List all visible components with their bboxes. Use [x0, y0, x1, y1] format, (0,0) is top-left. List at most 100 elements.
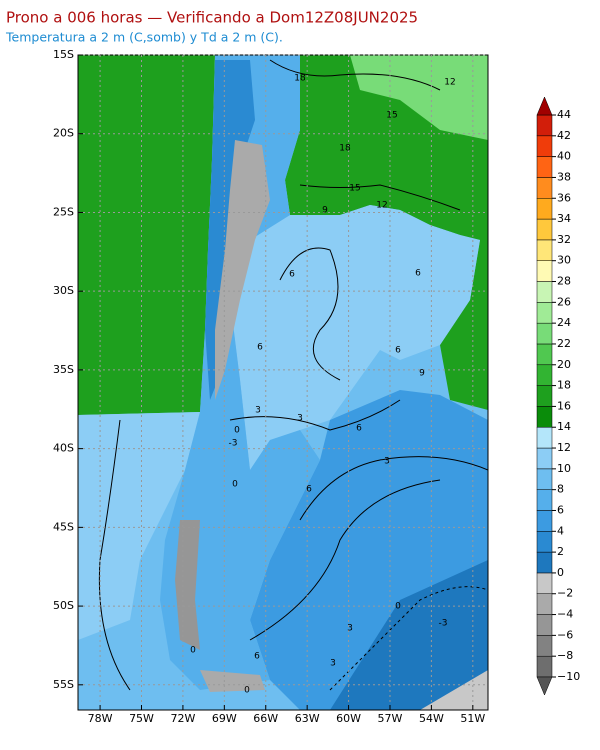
contour-label: 6 — [254, 652, 260, 662]
contour-label: 3 — [297, 414, 303, 424]
colorbar-label: 6 — [557, 503, 564, 516]
colorbar-swatch — [536, 114, 553, 137]
colorbar-swatch — [536, 489, 553, 511]
contour-label: 0 — [190, 646, 196, 656]
land-cool — [160, 55, 320, 690]
colorbar-label: 42 — [557, 129, 571, 142]
colorbar-label: 40 — [557, 150, 571, 163]
x-tick-label: 60W — [336, 712, 361, 725]
colorbar-swatch — [536, 655, 553, 678]
tierra-fuego — [200, 670, 265, 692]
andes-snow — [215, 140, 270, 400]
contour — [249, 479, 441, 641]
contour-label: 9 — [419, 369, 425, 379]
colorbar-swatch — [536, 302, 553, 324]
contour-label: 6 — [257, 343, 263, 353]
contours — [98, 59, 488, 691]
x-tick-label: 69W — [212, 712, 237, 725]
contour-label: 6 — [356, 424, 362, 434]
colorbar-swatch — [536, 426, 553, 449]
colorbar-label: 4 — [557, 524, 564, 537]
colorbar-label: 0 — [557, 566, 564, 579]
colorbar-swatch — [536, 385, 553, 407]
colorbar-swatch — [536, 593, 553, 615]
y-tick-label: 15S — [53, 48, 74, 61]
contour-label: 0 — [244, 686, 250, 696]
colorbar-swatch — [536, 198, 553, 220]
colorbar-label: 12 — [557, 441, 571, 454]
colorbar-label: 36 — [557, 191, 571, 204]
contour — [229, 399, 401, 431]
colorbar-swatch — [536, 447, 553, 470]
y-tick-label: 55S — [53, 678, 74, 691]
colorbar-swatch — [536, 281, 553, 303]
contour-label: 0 — [395, 602, 401, 612]
contour-label: -3 — [439, 619, 448, 629]
y-tick-label: 50S — [53, 599, 74, 612]
colorbar-label: −10 — [557, 670, 580, 683]
colorbar-under — [536, 676, 553, 696]
colorbar-label: 32 — [557, 233, 571, 246]
map-field — [78, 55, 488, 710]
colorbar-swatch — [536, 468, 553, 490]
pacific-warm — [78, 55, 215, 415]
contour-label: 0 — [232, 480, 238, 490]
subtitle: Temperatura a 2 m (C,somb) y Td a 2 m (C… — [5, 30, 283, 45]
land-warmer — [350, 55, 488, 140]
y-tick-label: 45S — [53, 520, 74, 533]
colorbar-swatch — [536, 531, 553, 553]
colorbar-swatch — [536, 614, 553, 636]
colorbar-swatch — [536, 135, 553, 157]
colorbar-swatch — [536, 177, 553, 199]
contour-label: 0 — [234, 426, 240, 436]
x-tick-label: 78W — [88, 712, 113, 725]
contour-label: -3 — [229, 439, 238, 449]
contour-label: 9 — [322, 206, 328, 216]
colorbar-label: 16 — [557, 399, 571, 412]
colorbar-label: 20 — [557, 358, 571, 371]
x-tick-label: 66W — [253, 712, 278, 725]
colorbar-swatch — [536, 343, 553, 366]
colorbar-label: 24 — [557, 316, 571, 329]
y-tick-label: 40S — [53, 442, 74, 455]
colorbar-over — [536, 96, 553, 116]
y-tick-label: 20S — [53, 127, 74, 140]
colorbar-label: −2 — [557, 587, 573, 600]
patagonia-ice — [175, 520, 200, 650]
colorbar-swatch — [536, 572, 553, 594]
colorbar-swatch — [536, 635, 553, 657]
contour — [269, 59, 441, 91]
contour-label: 12 — [444, 78, 455, 88]
contour-label: 15 — [349, 184, 360, 194]
contour-label: 3 — [255, 406, 261, 416]
colorbar-swatch — [536, 239, 553, 261]
colorbar-label: −6 — [557, 628, 573, 641]
title: Prono a 006 horas — Verificando a Dom12Z… — [6, 9, 418, 27]
colorbar-label: −8 — [557, 649, 573, 662]
x-tick-label: 72W — [170, 712, 195, 725]
contour — [329, 586, 488, 691]
y-tick-label: 25S — [53, 205, 74, 218]
pacific-cool — [78, 412, 200, 640]
colorbar-swatch — [536, 364, 553, 386]
contour-label: 3 — [347, 624, 353, 634]
colorbar-swatch — [536, 510, 553, 532]
colorbar-label: 22 — [557, 337, 571, 350]
y-tick-label: 35S — [53, 363, 74, 376]
x-tick-label: 75W — [129, 712, 154, 725]
colorbar-label: 34 — [557, 212, 571, 225]
contour-label: 6 — [395, 346, 401, 356]
contour — [279, 247, 341, 381]
contour — [299, 184, 461, 211]
x-tick-label: 51W — [460, 712, 485, 725]
x-tick-label: 54W — [419, 712, 444, 725]
colorbar-swatch — [536, 406, 553, 428]
contour-label: 18 — [294, 74, 306, 84]
colorbar-swatch — [536, 322, 553, 345]
colorbar-label: 18 — [557, 379, 571, 392]
colorbar-label: 2 — [557, 545, 564, 558]
contour — [299, 456, 488, 521]
atlantic-cold — [330, 560, 488, 710]
